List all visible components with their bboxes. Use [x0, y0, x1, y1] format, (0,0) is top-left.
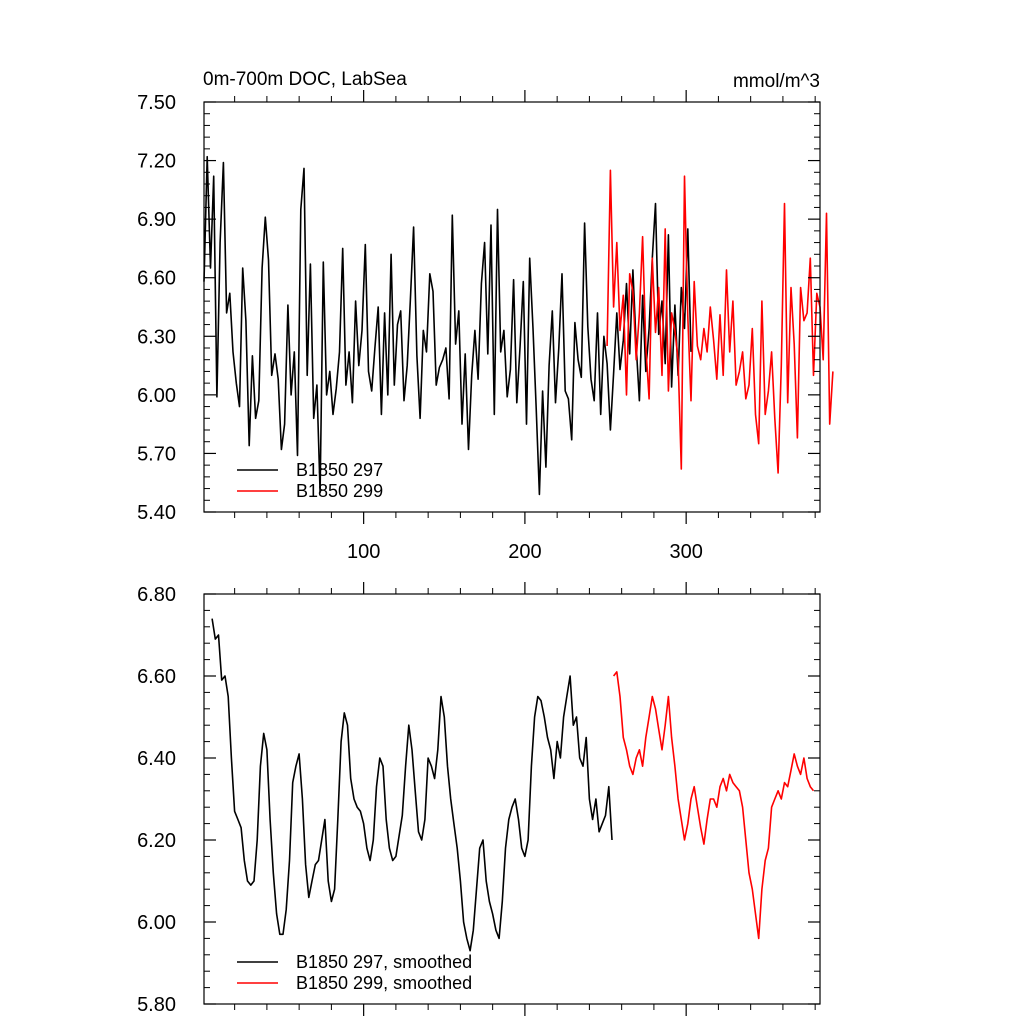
y-tick-label: 6.60	[137, 268, 176, 290]
y-tick-label: 5.40	[137, 502, 176, 524]
y-tick-label: 7.20	[137, 151, 176, 173]
plot-frame	[203, 593, 821, 1005]
legend-label-1: B1850 297, smoothed	[296, 952, 472, 972]
top-panel-title: 0m-700m DOC, LabSea	[203, 69, 407, 90]
y-tick-label: 6.40	[137, 748, 176, 770]
bottom-panel: 5.80 6.00 6.20 6.40 6.60 6.80 B1850 297, smoot…	[137, 582, 821, 1016]
x-tick-label: 100	[347, 541, 380, 563]
y-tick-label: 5.80	[137, 994, 176, 1016]
series-line-2	[612, 671, 815, 940]
plot-frame	[203, 101, 821, 513]
legend-label-2: B1850 299, smoothed	[296, 973, 472, 993]
top-panel-units: mmol/m^3	[733, 71, 820, 92]
series-line-1	[211, 618, 613, 952]
top-panel: 0m-700m DOC, LabSea mmol/m^3 5.40 5.70 6.0…	[137, 69, 834, 563]
y-tick-label: 6.00	[137, 385, 176, 407]
series-line-1	[203, 155, 692, 496]
y-tick-label: 6.20	[137, 830, 176, 852]
y-tick-label: 5.70	[137, 443, 176, 465]
y-tick-label: 6.00	[137, 912, 176, 934]
series-line-2	[606, 169, 834, 474]
y-tick-label: 6.90	[137, 209, 176, 231]
y-tick-label: 6.30	[137, 326, 176, 348]
y-tick-label: 7.50	[137, 92, 176, 114]
legend-label-1: B1850 297	[296, 460, 383, 480]
x-tick-label: 200	[508, 541, 541, 563]
x-tick-label: 300	[669, 541, 702, 563]
y-tick-label: 6.80	[137, 584, 176, 606]
legend-label-2: B1850 299	[296, 481, 383, 501]
y-tick-label: 6.60	[137, 666, 176, 688]
